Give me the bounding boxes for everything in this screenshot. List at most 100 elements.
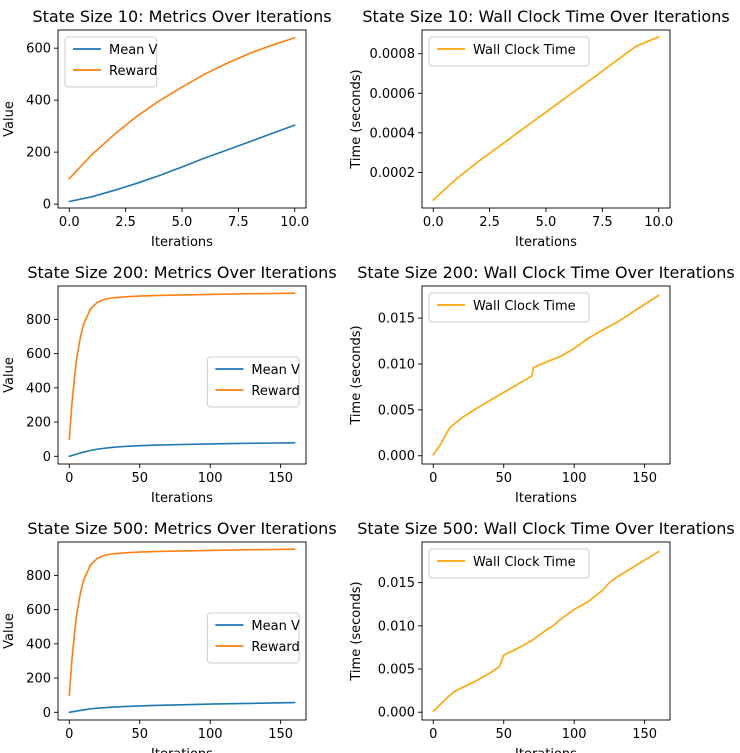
x-tick-label: 100 [562,471,587,486]
y-tick-label: 200 [26,146,51,161]
x-axis-label: Iterations [151,491,213,506]
y-tick-label: 0.0002 [370,166,416,181]
chart-panel-3: State Size 200: Metrics Over Iterations 0… [2,263,337,506]
y-tick-label: 0 [43,198,51,213]
legend: Mean V Reward [206,356,300,408]
x-tick-label: 5.0 [172,215,193,230]
axes-frame [421,541,671,721]
series-line-mean-v [68,124,296,203]
legend-label: Wall Clock Time [473,555,576,570]
x-tick-label: 0 [65,727,73,742]
series-lines [68,548,296,714]
y-tick-label: 0.015 [378,576,415,591]
legend-box [428,548,590,579]
x-tick-label: 0.0 [59,215,80,230]
series-lines [432,36,660,201]
x-tick-label: 2.5 [115,215,136,230]
x-tick-label: 100 [198,471,223,486]
y-axis-label: Value [2,613,17,649]
series-lines [68,36,296,203]
x-tick-label: 50 [495,727,512,742]
legend-label: Wall Clock Time [473,299,576,314]
legend: Wall Clock Time [428,548,590,579]
x-axis-label: Iterations [515,235,577,250]
legend-label: Mean V [251,363,300,378]
x-tick-label: 150 [268,727,293,742]
series-lines [432,550,660,713]
chart-panel-4: State Size 200: Wall Clock Time Over Ite… [349,263,735,506]
y-tick-label: 400 [26,381,51,396]
y-tick-label: 800 [26,313,51,328]
x-tick-label: 7.5 [592,215,613,230]
legend: Wall Clock Time [428,292,590,323]
series-line-mean-v [68,441,296,458]
legend: Mean V Reward [64,36,158,88]
x-tick-label: 100 [198,727,223,742]
y-tick-label: 200 [26,672,51,687]
chart-panel-5: State Size 500: Metrics Over Iterations 0… [2,519,337,753]
axes-frame [57,541,307,721]
chart-title: State Size 200: Wall Clock Time Over Ite… [357,263,735,282]
series-line-reward [68,548,296,696]
x-tick-label: 50 [131,727,148,742]
chart-title: State Size 500: Wall Clock Time Over Ite… [357,519,735,538]
x-axis-label: Iterations [151,235,213,250]
y-tick-label: 400 [26,637,51,652]
y-tick-label: 0.005 [378,663,415,678]
y-tick-label: 0.000 [378,449,415,464]
y-axis-label: Time (seconds) [349,581,364,681]
legend-box [428,292,590,323]
x-tick-label: 150 [632,727,657,742]
x-tick-label: 150 [632,471,657,486]
y-tick-label: 200 [26,416,51,431]
y-axis-label: Time (seconds) [349,69,364,169]
series-line-wall-clock-time [432,294,660,456]
y-tick-label: 0.0008 [370,47,416,62]
series-line-reward [68,292,296,440]
y-tick-label: 0.015 [378,312,415,327]
x-tick-label: 0 [429,727,437,742]
chart-panel-6: State Size 500: Wall Clock Time Over Ite… [349,519,735,753]
y-tick-label: 0.010 [378,357,415,372]
x-tick-label: 7.5 [228,215,249,230]
chart-panel-2: State Size 10: Wall Clock Time Over Iter… [349,7,730,250]
legend: Wall Clock Time [428,36,590,67]
legend: Mean V Reward [206,612,300,664]
y-tick-label: 0.000 [378,706,415,721]
y-tick-label: 400 [26,94,51,109]
x-tick-label: 0 [429,471,437,486]
y-tick-label: 0 [43,450,51,465]
series-line-mean-v [68,701,296,714]
x-tick-label: 10.0 [644,215,673,230]
x-tick-label: 10.0 [280,215,309,230]
x-tick-label: 0 [65,471,73,486]
y-tick-label: 600 [26,347,51,362]
chart-title: State Size 10: Wall Clock Time Over Iter… [362,7,729,26]
legend-label: Wall Clock Time [473,43,576,58]
y-tick-label: 0.010 [378,619,415,634]
x-tick-label: 0.0 [423,215,444,230]
axes-frame [57,285,307,465]
x-axis-label: Iterations [151,747,213,753]
series-line-wall-clock-time [432,36,660,201]
axes-frame [421,285,671,465]
legend-label: Reward [251,640,299,655]
y-tick-label: 0.0004 [370,126,416,141]
y-axis-label: Value [2,357,17,393]
x-axis-label: Iterations [515,747,577,753]
legend-label: Mean V [251,619,300,634]
legend-box [428,36,590,67]
x-tick-label: 2.5 [479,215,500,230]
y-tick-label: 0.0006 [370,87,416,102]
x-tick-label: 150 [268,471,293,486]
chart-title: State Size 200: Metrics Over Iterations [27,263,336,282]
x-tick-label: 100 [562,727,587,742]
y-axis-label: Value [2,101,17,137]
chart-panel-1: State Size 10: Metrics Over Iterations 0.… [2,7,332,250]
legend-label: Reward [109,64,157,79]
x-tick-label: 5.0 [536,215,557,230]
series-lines [68,292,296,458]
x-axis-label: Iterations [515,491,577,506]
y-tick-label: 0 [43,706,51,721]
